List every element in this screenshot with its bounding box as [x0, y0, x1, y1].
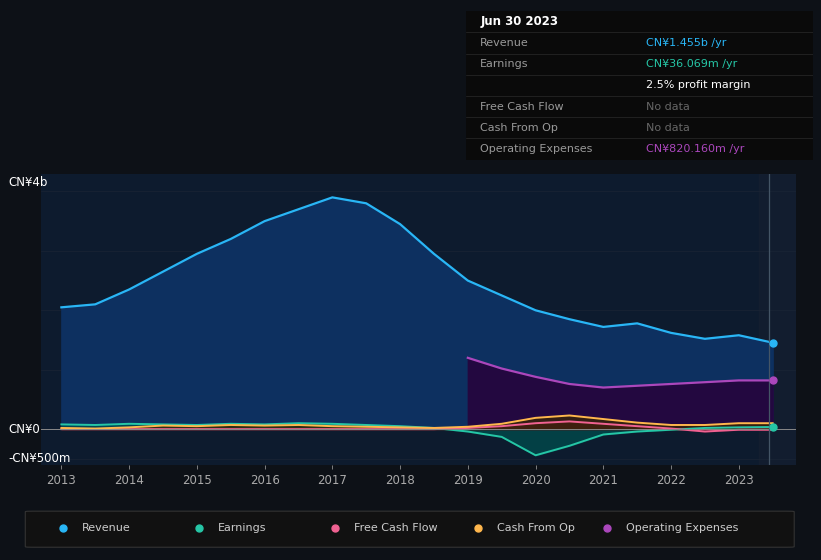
Text: Cash From Op: Cash From Op [480, 123, 558, 133]
Text: Revenue: Revenue [480, 38, 529, 48]
Text: Jun 30 2023: Jun 30 2023 [480, 15, 558, 29]
FancyBboxPatch shape [25, 511, 794, 547]
Text: Revenue: Revenue [82, 524, 131, 534]
Bar [759, 174, 796, 465]
Text: Operating Expenses: Operating Expenses [626, 524, 738, 534]
Text: CN¥4b: CN¥4b [8, 176, 48, 189]
Text: Free Cash Flow: Free Cash Flow [480, 101, 564, 111]
Text: Earnings: Earnings [480, 59, 529, 69]
Text: CN¥0: CN¥0 [8, 423, 40, 436]
Text: CN¥36.069m /yr: CN¥36.069m /yr [646, 59, 738, 69]
Text: Earnings: Earnings [218, 524, 266, 534]
Text: Operating Expenses: Operating Expenses [480, 144, 593, 154]
Text: CN¥820.160m /yr: CN¥820.160m /yr [646, 144, 745, 154]
Text: 2.5% profit margin: 2.5% profit margin [646, 81, 751, 90]
Text: Free Cash Flow: Free Cash Flow [354, 524, 438, 534]
Text: CN¥1.455b /yr: CN¥1.455b /yr [646, 38, 727, 48]
Text: No data: No data [646, 101, 690, 111]
Text: -CN¥500m: -CN¥500m [8, 452, 71, 465]
Text: No data: No data [646, 123, 690, 133]
Text: Cash From Op: Cash From Op [498, 524, 576, 534]
